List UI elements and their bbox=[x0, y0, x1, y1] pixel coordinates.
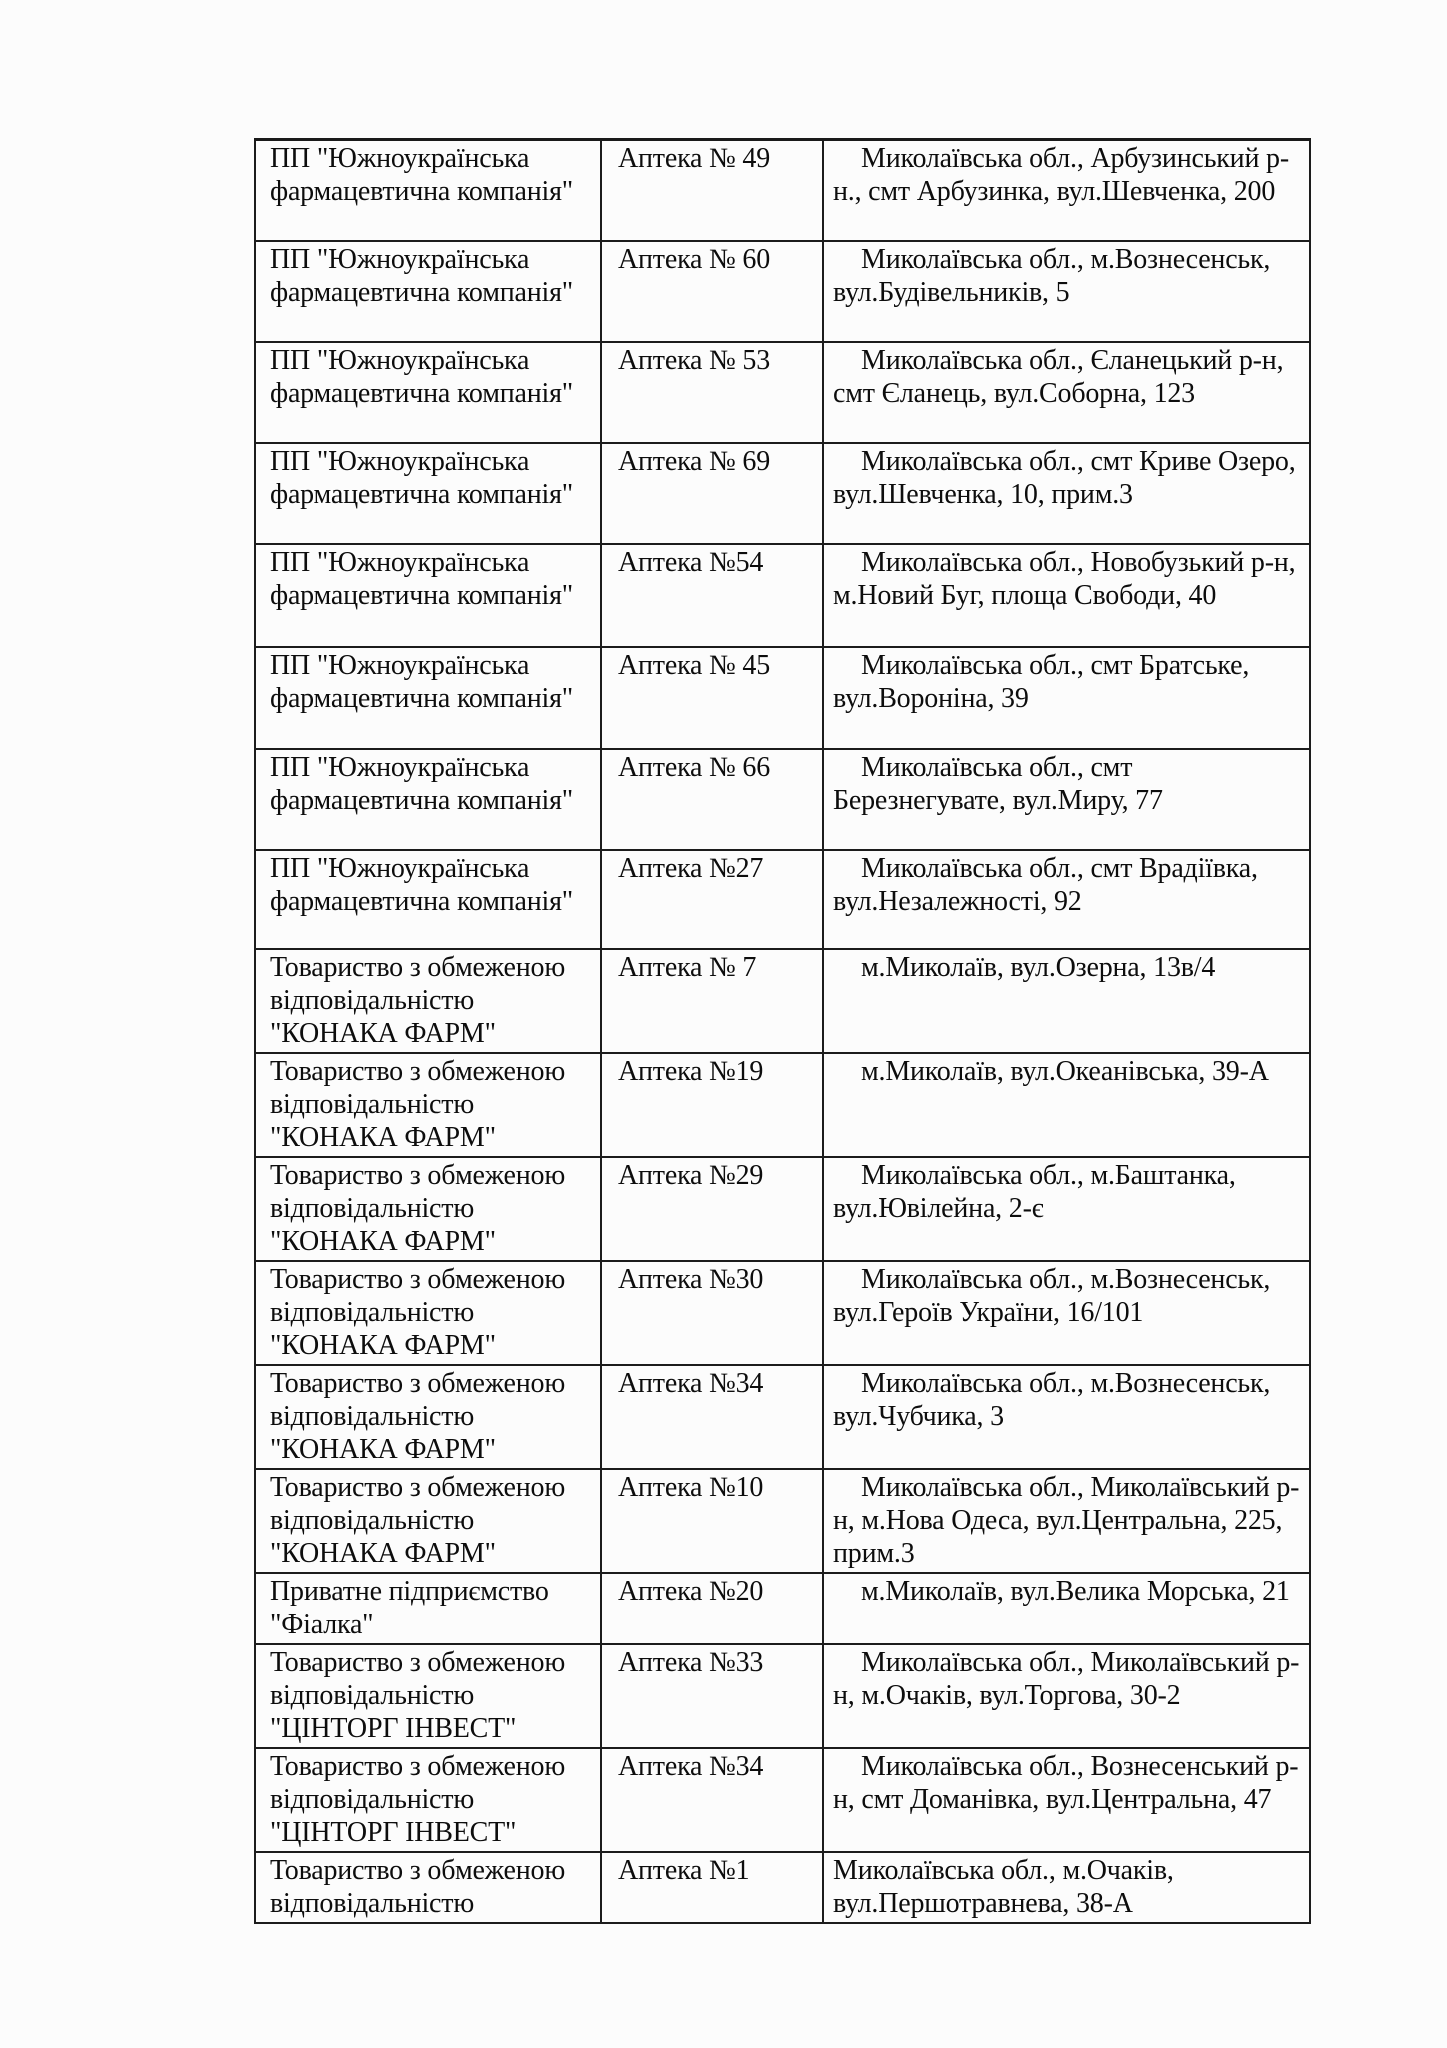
table-row: Товариство з обмеженою відповідальністю … bbox=[254, 1363, 1311, 1470]
table-row: ПП "Южноукраїнська фармацевтична компані… bbox=[254, 747, 1311, 851]
address-cell: м.Миколаїв, вул.Океанівська, 39-А bbox=[822, 1051, 1311, 1158]
address-cell: Миколаївська обл., Миколаївський р-н, м.… bbox=[822, 1642, 1311, 1749]
pharmacy-cell: Аптека № 60 bbox=[600, 239, 824, 343]
company-cell: Товариство з обмеженою відповідальністю … bbox=[254, 1259, 602, 1366]
company-cell: ПП "Южноукраїнська фармацевтична компані… bbox=[254, 340, 602, 444]
table-row: ПП "Южноукраїнська фармацевтична компані… bbox=[254, 138, 1311, 242]
address-cell: Миколаївська обл., м.Очаків, вул.Першотр… bbox=[822, 1850, 1311, 1924]
table-row: ПП "Южноукраїнська фармацевтична компані… bbox=[254, 645, 1311, 750]
pharmacy-cell: Аптека №29 bbox=[600, 1155, 824, 1262]
address-cell: м.Миколаїв, вул.Велика Морська, 21 bbox=[822, 1571, 1311, 1645]
address-cell: Миколаївська обл., смт Братське, вул.Вор… bbox=[822, 645, 1311, 750]
address-cell: Миколаївська обл., Новобузький р-н, м.Но… bbox=[822, 542, 1311, 648]
table-row: Товариство з обмеженою відповідальністю А… bbox=[254, 1850, 1311, 1924]
table-row: Товариство з обмеженою відповідальністю … bbox=[254, 1155, 1311, 1262]
table-row: ПП "Южноукраїнська фармацевтична компані… bbox=[254, 340, 1311, 444]
company-cell: Товариство з обмеженою відповідальністю … bbox=[254, 1467, 602, 1574]
table-row: Товариство з обмеженою відповідальністю … bbox=[254, 1642, 1311, 1749]
address-cell: Миколаївська обл., Миколаївський р-н, м.… bbox=[822, 1467, 1311, 1574]
company-cell: Приватне підприємство "Фіалка" bbox=[254, 1571, 602, 1645]
pharmacy-cell: Аптека №34 bbox=[600, 1746, 824, 1853]
company-cell: ПП "Южноукраїнська фармацевтична компані… bbox=[254, 645, 602, 750]
pharmacy-cell: Аптека №30 bbox=[600, 1259, 824, 1366]
table-row: ПП "Южноукраїнська фармацевтична компані… bbox=[254, 848, 1311, 950]
pharmacy-cell: Аптека № 69 bbox=[600, 441, 824, 545]
pharmacy-cell: Аптека № 49 bbox=[600, 138, 824, 242]
table-row: Товариство з обмеженою відповідальністю … bbox=[254, 1746, 1311, 1853]
address-cell: Миколаївська обл., м.Баштанка, вул.Ювіле… bbox=[822, 1155, 1311, 1262]
address-cell: Миколаївська обл., м.Вознесенськ, вул.Чу… bbox=[822, 1363, 1311, 1470]
table-row: ПП "Южноукраїнська фармацевтична компані… bbox=[254, 441, 1311, 545]
pharmacy-cell: Аптека №54 bbox=[600, 542, 824, 648]
pharmacy-cell: Аптека №34 bbox=[600, 1363, 824, 1470]
pharmacies-table: ПП "Южноукраїнська фармацевтична компані… bbox=[254, 138, 1311, 1924]
company-cell: Товариство з обмеженою відповідальністю … bbox=[254, 1051, 602, 1158]
company-cell: Товариство з обмеженою відповідальністю … bbox=[254, 947, 602, 1054]
pharmacy-cell: Аптека № 7 bbox=[600, 947, 824, 1054]
pharmacy-cell: Аптека №1 bbox=[600, 1850, 824, 1924]
table-row: Товариство з обмеженою відповідальністю … bbox=[254, 1051, 1311, 1158]
pharmacy-cell: Аптека №20 bbox=[600, 1571, 824, 1645]
address-cell: Миколаївська обл., Вознесенський р-н, см… bbox=[822, 1746, 1311, 1853]
address-cell: Миколаївська обл., смт Криве Озеро, вул.… bbox=[822, 441, 1311, 545]
company-cell: Товариство з обмеженою відповідальністю … bbox=[254, 1363, 602, 1470]
table-row: ПП "Южноукраїнська фармацевтична компані… bbox=[254, 542, 1311, 648]
company-cell: ПП "Южноукраїнська фармацевтична компані… bbox=[254, 848, 602, 950]
table-row: Приватне підприємство "Фіалка" Аптека №20… bbox=[254, 1571, 1311, 1645]
pharmacy-cell: Аптека № 66 bbox=[600, 747, 824, 851]
pharmacy-cell: Аптека №27 bbox=[600, 848, 824, 950]
address-cell: Миколаївська обл., м.Вознесенськ, вул.Бу… bbox=[822, 239, 1311, 343]
pharmacy-cell: Аптека №33 bbox=[600, 1642, 824, 1749]
company-cell: ПП "Южноукраїнська фармацевтична компані… bbox=[254, 138, 602, 242]
company-cell: Товариство з обмеженою відповідальністю … bbox=[254, 1155, 602, 1262]
address-cell: м.Миколаїв, вул.Озерна, 13в/4 bbox=[822, 947, 1311, 1054]
company-cell: ПП "Южноукраїнська фармацевтична компані… bbox=[254, 239, 602, 343]
pharmacy-cell: Аптека № 45 bbox=[600, 645, 824, 750]
company-cell: Товариство з обмеженою відповідальністю … bbox=[254, 1642, 602, 1749]
pharmacy-cell: Аптека № 53 bbox=[600, 340, 824, 444]
company-cell: ПП "Южноукраїнська фармацевтична компані… bbox=[254, 441, 602, 545]
table-row: Товариство з обмеженою відповідальністю … bbox=[254, 1467, 1311, 1574]
address-cell: Миколаївська обл., смт Врадіївка, вул.Не… bbox=[822, 848, 1311, 950]
pharmacy-cell: Аптека №19 bbox=[600, 1051, 824, 1158]
table-row: Товариство з обмеженою відповідальністю … bbox=[254, 1259, 1311, 1366]
table-row: ПП "Южноукраїнська фармацевтична компані… bbox=[254, 239, 1311, 343]
pharmacy-cell: Аптека №10 bbox=[600, 1467, 824, 1574]
company-cell: ПП "Южноукраїнська фармацевтична компані… bbox=[254, 747, 602, 851]
table-row: Товариство з обмеженою відповідальністю … bbox=[254, 947, 1311, 1054]
address-cell: Миколаївська обл., Єланецький р-н, смт Є… bbox=[822, 340, 1311, 444]
company-cell: Товариство з обмеженою відповідальністю bbox=[254, 1850, 602, 1924]
address-cell: Миколаївська обл., Арбузинський р-н., см… bbox=[822, 138, 1311, 242]
company-cell: ПП "Южноукраїнська фармацевтична компані… bbox=[254, 542, 602, 648]
company-cell: Товариство з обмеженою відповідальністю … bbox=[254, 1746, 602, 1853]
address-cell: Миколаївська обл., м.Вознесенськ, вул.Ге… bbox=[822, 1259, 1311, 1366]
address-cell: Миколаївська обл., смт Березнегувате, ву… bbox=[822, 747, 1311, 851]
